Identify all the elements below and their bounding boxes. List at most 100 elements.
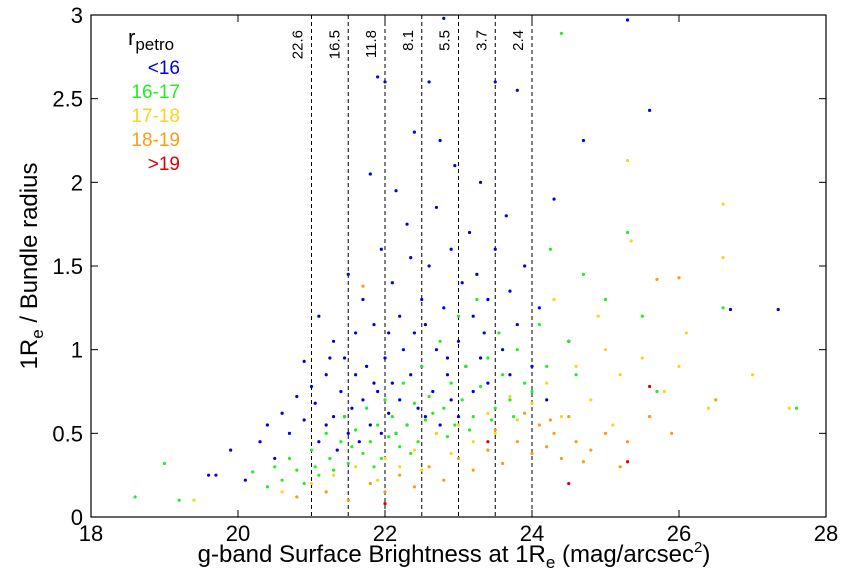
data-point — [331, 468, 336, 472]
reference-line-label: 3.7 — [473, 30, 490, 51]
reference-line-label: 11.8 — [363, 30, 380, 58]
legend-entry: >19 — [148, 154, 180, 175]
data-point — [648, 108, 652, 112]
reference-line-label: 22.6 — [290, 30, 307, 59]
data-point — [567, 339, 571, 343]
data-point — [434, 348, 439, 352]
data-point — [368, 172, 372, 176]
data-point — [523, 264, 527, 268]
data-point — [412, 448, 416, 452]
data-point — [486, 411, 490, 415]
data-point — [368, 423, 372, 427]
data-point — [567, 415, 571, 419]
data-point — [467, 230, 472, 235]
data-point — [401, 348, 405, 352]
data-point — [460, 398, 464, 402]
data-point — [589, 398, 593, 402]
data-point — [552, 197, 556, 201]
data-point — [379, 247, 383, 251]
data-point — [431, 411, 435, 415]
data-point — [273, 456, 277, 461]
data-point — [456, 415, 461, 419]
data-point — [453, 164, 457, 168]
data-point — [416, 440, 420, 444]
data-point — [317, 440, 321, 444]
data-point — [442, 406, 446, 410]
data-point — [515, 322, 519, 327]
axis-ticks: 18 20 22 24 26 28 0 0.5 1 1.5 2 2.5 3 — [52, 3, 838, 546]
data-point — [368, 481, 372, 486]
data-point — [207, 473, 211, 477]
data-point — [346, 431, 350, 435]
data-point — [776, 307, 780, 312]
reference-line-label: 8.1 — [400, 30, 417, 51]
data-point — [640, 356, 644, 360]
data-point — [258, 440, 262, 444]
data-point — [548, 418, 552, 422]
data-point — [324, 423, 328, 427]
data-point — [354, 465, 358, 469]
data-point — [559, 415, 564, 419]
data-point — [372, 381, 376, 385]
data-point — [302, 359, 306, 363]
data-point — [346, 272, 350, 276]
data-point — [787, 406, 791, 410]
data-point — [401, 381, 405, 385]
data-point — [795, 406, 799, 410]
data-point — [324, 490, 328, 494]
data-point — [471, 389, 475, 394]
data-point — [409, 373, 413, 377]
data-point — [478, 180, 483, 184]
data-point — [721, 202, 725, 206]
data-point — [721, 256, 725, 260]
data-point — [530, 451, 534, 456]
data-point — [412, 485, 416, 489]
data-point — [475, 297, 479, 302]
data-point — [508, 398, 512, 402]
data-point — [471, 314, 475, 318]
data-point — [603, 297, 608, 302]
data-point — [486, 448, 490, 452]
data-point — [434, 205, 439, 210]
data-point — [309, 481, 314, 486]
data-point — [471, 468, 475, 472]
data-point — [280, 478, 284, 482]
data-point — [567, 481, 571, 486]
data-point — [365, 406, 369, 410]
data-point — [677, 276, 681, 280]
data-point — [625, 440, 630, 444]
data-point — [537, 306, 541, 310]
data-point — [416, 406, 420, 410]
data-point — [243, 478, 247, 482]
data-point — [354, 373, 358, 377]
reference-lines: 22.6 16.5 11.8 8.1 5.5 3.7 2.4 — [290, 15, 533, 517]
data-point — [328, 356, 332, 360]
data-point — [464, 364, 468, 368]
data-point — [471, 415, 475, 419]
data-point — [589, 448, 593, 452]
data-point — [530, 364, 534, 368]
data-point — [625, 230, 630, 235]
x-tick-label: 26 — [667, 521, 691, 546]
data-point — [537, 423, 541, 427]
data-point — [493, 431, 497, 435]
data-point — [475, 272, 479, 276]
data-point — [508, 289, 512, 293]
data-point — [471, 440, 475, 444]
data-point — [394, 189, 398, 193]
data-point — [376, 75, 380, 79]
data-point — [750, 373, 755, 377]
data-point — [342, 356, 347, 360]
data-point — [390, 415, 394, 419]
reference-line-label: 16.5 — [326, 30, 343, 59]
data-point — [317, 314, 321, 318]
data-point — [442, 16, 446, 20]
data-point — [449, 381, 453, 385]
data-point — [423, 415, 428, 419]
data-point — [438, 339, 442, 343]
data-point — [302, 418, 306, 422]
data-point — [387, 411, 391, 415]
data-point — [460, 281, 464, 285]
data-point — [398, 445, 402, 449]
